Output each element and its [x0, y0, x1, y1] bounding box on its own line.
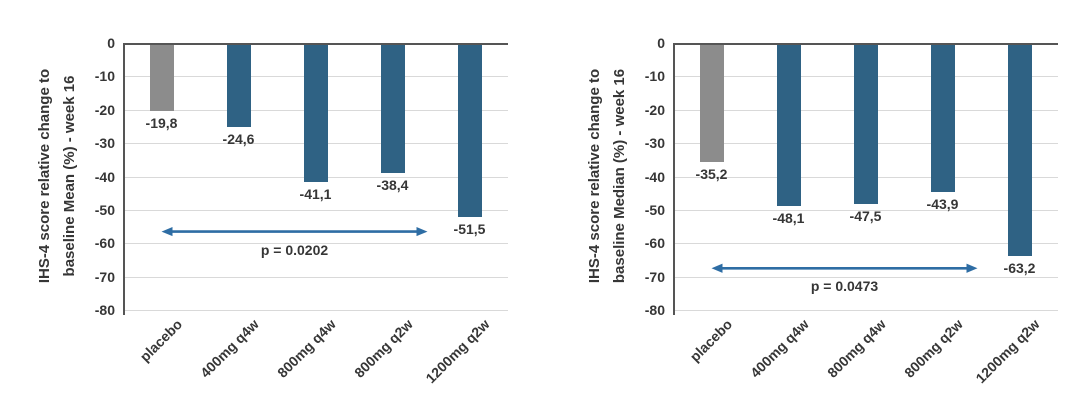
x-category-label: 1200mg q2w — [422, 316, 493, 387]
x-category-label: 800mg q2w — [901, 316, 966, 381]
bar-400mg-q4w — [776, 45, 801, 206]
bar-800mg-q4w — [853, 45, 878, 204]
bar-value-label: -24,6 — [222, 131, 255, 148]
bar-value-label: -43,9 — [926, 195, 959, 212]
y-tick-label: -50 — [644, 201, 665, 218]
bar-value-label: -51,5 — [453, 220, 486, 237]
x-category-label: placebo — [136, 316, 185, 365]
y-axis-line — [123, 43, 125, 315]
x-category-label: 800mg q4w — [274, 316, 339, 381]
category-axis-line — [673, 43, 1058, 45]
x-category-label: 1200mg q2w — [972, 316, 1043, 387]
y-tick-label: -20 — [94, 101, 115, 118]
x-category-label: 400mg q4w — [197, 316, 262, 381]
bar-800mg-q2w — [380, 45, 405, 174]
y-tick-label: -10 — [94, 68, 115, 85]
y-gridline — [673, 310, 1058, 311]
bar-value-label: -19,8 — [145, 115, 178, 132]
y-tick-label: -20 — [644, 101, 665, 118]
y-tick-label: -30 — [644, 135, 665, 152]
bar-800mg-q4w — [303, 45, 328, 183]
y-tick-label: -50 — [94, 201, 115, 218]
y-axis-title-line-1: IHS-4 score relative change to — [586, 68, 603, 284]
bar-placebo — [149, 45, 174, 112]
y-tick-label: -80 — [644, 302, 665, 318]
p-value-label: p = 0.0202 — [260, 241, 329, 258]
y-gridline — [673, 243, 1058, 245]
x-category-label: 800mg q2w — [351, 316, 416, 381]
y-gridline — [123, 310, 508, 311]
y-tick-label: -60 — [644, 235, 665, 252]
y-tick-label: -70 — [94, 268, 115, 285]
bar-value-label: -63,2 — [1003, 259, 1036, 276]
y-tick-label: -60 — [94, 235, 115, 252]
y-gridline — [123, 276, 508, 278]
y-tick-label: 0 — [107, 35, 115, 51]
bar-value-label: -47,5 — [849, 207, 882, 224]
y-tick-label: -40 — [644, 168, 665, 185]
bar-400mg-q4w — [226, 45, 251, 128]
y-gridline — [673, 209, 1058, 211]
bar-placebo — [699, 45, 724, 163]
y-tick-label: -70 — [644, 268, 665, 285]
y-axis-line — [673, 43, 675, 315]
p-value-label: p = 0.0473 — [810, 278, 879, 295]
plot-area: -35,2 -48,1 -47,5 -43,9 -63,2 p = 0.0473 — [673, 43, 1058, 315]
y-axis-title-line-1: IHS-4 score relative change to — [36, 68, 53, 284]
bar-1200mg-q2w — [1007, 45, 1032, 256]
category-axis-line — [123, 43, 508, 45]
plot-area: -19,8 -24,6 -41,1 -38,4 -51,5 p = 0.0202 — [123, 43, 508, 315]
bar-800mg-q2w — [930, 45, 955, 192]
bar-value-label: -41,1 — [299, 186, 332, 203]
median-change-chart: IHS-4 score relative change to baseline … — [550, 0, 1079, 414]
mean-change-chart: IHS-4 score relative change to baseline … — [0, 0, 529, 414]
bar-value-label: -35,2 — [695, 166, 728, 183]
bar-value-label: -38,4 — [376, 177, 409, 194]
y-gridline — [123, 209, 508, 211]
y-tick-label: -30 — [94, 135, 115, 152]
y-gridline — [123, 243, 508, 245]
y-tick-label: -10 — [644, 68, 665, 85]
x-category-label: 400mg q4w — [747, 316, 812, 381]
x-category-label: 800mg q4w — [824, 316, 889, 381]
bar-1200mg-q2w — [457, 45, 482, 217]
x-category-label: placebo — [686, 316, 735, 365]
y-tick-label: -40 — [94, 168, 115, 185]
bar-value-label: -48,1 — [772, 209, 805, 226]
y-gridline — [673, 276, 1058, 278]
y-tick-label: -80 — [94, 302, 115, 318]
y-tick-label: 0 — [657, 35, 665, 51]
